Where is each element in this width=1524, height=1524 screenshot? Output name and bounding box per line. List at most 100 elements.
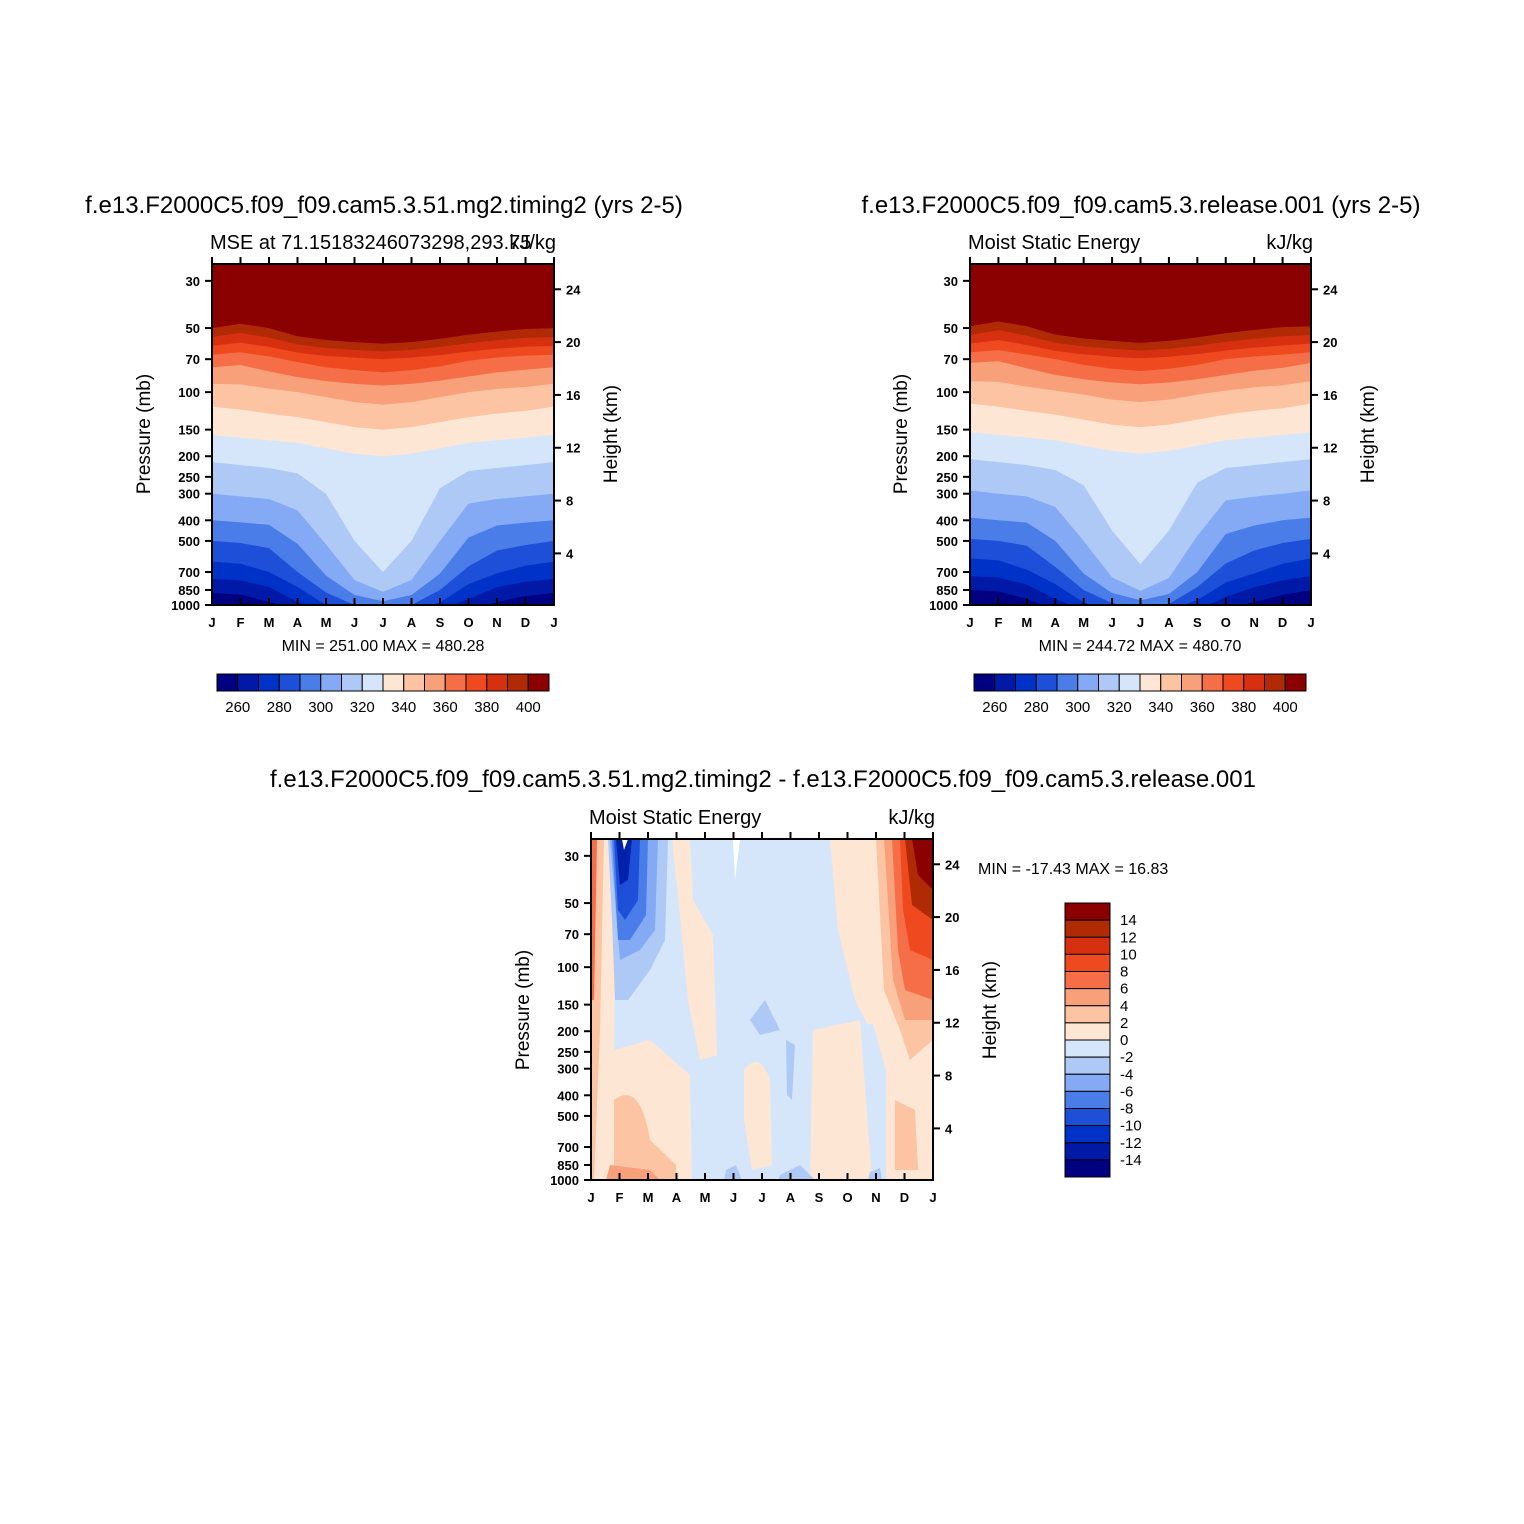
y-tick-label: 1000 <box>550 1173 579 1188</box>
y-tick-label: 150 <box>178 423 200 438</box>
colorbar-swatch <box>465 673 488 692</box>
x-tick-label: J <box>351 615 358 630</box>
x-tick-label: J <box>1137 615 1144 630</box>
x-tick-label: J <box>1307 615 1314 630</box>
diff-region-pos-left <box>591 839 692 1180</box>
y-tick-label: 400 <box>936 513 958 528</box>
x-tick-label: J <box>379 615 386 630</box>
x-tick-label: S <box>436 615 445 630</box>
y-tick-label: 50 <box>565 896 579 911</box>
x-tick-label: J <box>730 1190 737 1205</box>
y-tick-label: 100 <box>557 960 579 975</box>
colorbar-label: 12 <box>1120 929 1137 946</box>
panel-2-subtitle-right: kJ/kg <box>1266 232 1313 254</box>
colorbar-swatch <box>1064 1005 1111 1024</box>
colorbar-swatch <box>278 673 301 692</box>
diff-region-pos-left-max <box>591 839 597 1000</box>
colorbar-label: -8 <box>1120 1101 1133 1118</box>
x-tick-label: A <box>1051 615 1061 630</box>
diff-region-pos-oct <box>830 839 880 1025</box>
panel-3-subtitle-right: kJ/kg <box>888 807 935 829</box>
x-tick-label: F <box>616 1190 624 1205</box>
y-tick-label: 300 <box>936 487 958 502</box>
colorbar-label: 360 <box>433 699 458 716</box>
x-tick-label: D <box>1278 615 1287 630</box>
x-tick-label: A <box>786 1190 796 1205</box>
x-tick-label: J <box>1108 615 1115 630</box>
y-tick-label: 300 <box>557 1062 579 1077</box>
colorbar-swatch <box>1064 1108 1111 1127</box>
contour-band <box>212 592 554 605</box>
x-tick-label: N <box>1249 615 1258 630</box>
colorbar-swatch <box>1139 673 1162 692</box>
y-tick-label: 500 <box>936 534 958 549</box>
colorbar-label: 320 <box>1107 699 1132 716</box>
y-tick-label: 30 <box>186 274 200 289</box>
x-tick-label: M <box>700 1190 711 1205</box>
colorbar-swatch <box>237 673 259 692</box>
diff-region-neg-jul-upper <box>750 1000 780 1035</box>
y-right-tick-label: 20 <box>566 335 580 350</box>
panel-2-title: f.e13.F2000C5.f09_f09.cam5.3.release.001… <box>862 192 1421 219</box>
panel-3-stats: MIN = -17.43 MAX = 16.83 <box>978 861 1168 878</box>
diff-region-neg-jan-max <box>616 839 632 885</box>
panel-2-subtitle-left: Moist Static Energy <box>968 232 1140 254</box>
contour-band <box>970 576 1311 605</box>
panel-3: f.e13.F2000C5.f09_f09.cam5.3.51.mg2.timi… <box>270 766 1256 1205</box>
y-tick-label: 700 <box>178 565 200 580</box>
y-right-tick-label: 4 <box>1323 546 1331 561</box>
panel-3-axes: J F M A M J J A S O N D J 30 50 70 100 150 200 250 300 400 500… <box>550 832 960 1205</box>
colorbar-label: -4 <box>1120 1066 1133 1083</box>
x-tick-label: M <box>321 615 332 630</box>
colorbar-swatch <box>1015 673 1037 692</box>
colorbar-swatch <box>1098 673 1120 692</box>
y-tick-label: 150 <box>557 998 579 1013</box>
colorbar-swatch <box>1064 1022 1111 1041</box>
colorbar-swatch <box>1064 902 1111 921</box>
colorbar-swatch <box>1064 1056 1111 1075</box>
colorbar-swatch <box>1064 1039 1111 1058</box>
x-tick-label: M <box>1021 615 1032 630</box>
colorbar-swatch <box>1077 673 1099 692</box>
y-right-tick-label: 16 <box>945 963 959 978</box>
colorbar-swatch <box>1064 1142 1111 1161</box>
x-tick-label: S <box>815 1190 824 1205</box>
y-tick-label: 250 <box>178 470 200 485</box>
colorbar-swatch <box>994 673 1016 692</box>
panel-2-axes: J F M A M J J A S O N D J 30 50 70 100 150 200 250 300 400 500… <box>929 257 1338 630</box>
x-tick-label: O <box>1221 615 1231 630</box>
colorbar-swatch <box>1064 1159 1111 1178</box>
y-tick-label: 1000 <box>171 598 200 613</box>
y-tick-label: 30 <box>944 274 958 289</box>
diff-region-neg-aug <box>786 1040 795 1100</box>
panel-3-ylabel-right: Height (km) <box>980 961 1001 1059</box>
colorbar-swatch <box>1201 673 1224 692</box>
y-tick-label: 700 <box>557 1140 579 1155</box>
colorbar-label: 14 <box>1120 912 1137 929</box>
y-tick-label: 200 <box>557 1024 579 1039</box>
colorbar-label: 10 <box>1120 946 1137 963</box>
panel-1-ylabel-right: Height (km) <box>601 385 622 483</box>
colorbar-label: 0 <box>1120 1032 1128 1049</box>
x-tick-label: N <box>871 1190 880 1205</box>
diff-region-zero-jan <box>622 839 628 850</box>
panel-1-axes: J F M A M J J A S O N D J 30 50 70 100 150 200 250 300 400 500… <box>171 257 581 630</box>
y-right-tick-label: 24 <box>945 857 960 872</box>
panel-2-ylabel-right: Height (km) <box>1358 385 1379 483</box>
panel-1-subtitle-left: MSE at 71.15183246073298,293.75 <box>210 232 531 254</box>
colorbar-swatch <box>1056 673 1079 692</box>
colorbar-label: 6 <box>1120 981 1128 998</box>
contour-band <box>970 558 1311 605</box>
x-tick-label: J <box>758 1190 765 1205</box>
x-tick-label: A <box>672 1190 682 1205</box>
colorbar-label: -10 <box>1120 1118 1142 1135</box>
colorbar-label: 260 <box>225 699 250 716</box>
y-tick-label: 30 <box>565 849 579 864</box>
colorbar-swatch <box>1264 673 1286 692</box>
y-tick-label: 850 <box>178 583 200 598</box>
x-tick-label: J <box>550 615 557 630</box>
x-tick-label: O <box>842 1190 852 1205</box>
y-tick-label: 70 <box>944 352 958 367</box>
colorbar-swatch <box>1181 673 1203 692</box>
panel-2-ylabel: Pressure (mb) <box>891 374 912 494</box>
